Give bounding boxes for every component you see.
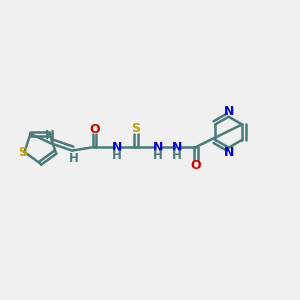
Text: S: S bbox=[131, 122, 140, 135]
Text: N: N bbox=[172, 140, 182, 154]
Text: H: H bbox=[45, 129, 55, 142]
Text: N: N bbox=[224, 105, 234, 118]
Text: O: O bbox=[191, 159, 201, 172]
Text: N: N bbox=[111, 140, 122, 154]
Text: H: H bbox=[153, 149, 163, 162]
Text: H: H bbox=[172, 149, 182, 162]
Text: S: S bbox=[19, 146, 28, 159]
Text: N: N bbox=[224, 146, 234, 160]
Text: H: H bbox=[112, 149, 122, 162]
Text: O: O bbox=[89, 123, 100, 136]
Text: H: H bbox=[69, 152, 79, 165]
Text: N: N bbox=[152, 140, 163, 154]
